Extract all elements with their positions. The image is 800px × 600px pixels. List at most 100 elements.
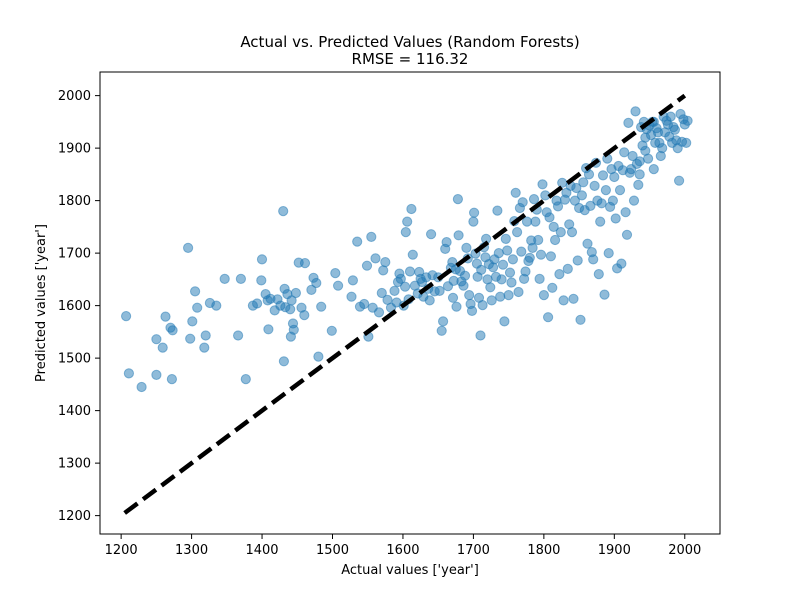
data-point	[316, 301, 327, 312]
data-point	[359, 298, 370, 310]
data-point	[516, 246, 527, 257]
chart-subtitle: RMSE = 116.32	[352, 50, 469, 68]
data-point	[545, 251, 557, 262]
data-point	[326, 325, 337, 336]
data-point	[588, 254, 599, 265]
data-point	[538, 290, 550, 301]
data-point	[500, 233, 511, 244]
data-point	[554, 269, 565, 280]
y-tick-label: 1600	[58, 299, 91, 314]
data-point	[630, 106, 641, 117]
data-point	[681, 137, 692, 148]
data-point	[233, 330, 244, 341]
data-point	[286, 295, 297, 306]
data-point	[192, 302, 203, 313]
data-point	[436, 325, 447, 336]
data-point	[426, 229, 437, 240]
data-point	[468, 216, 479, 227]
chart-title: Actual vs. Predicted Values (Random Fore…	[240, 33, 579, 51]
data-point	[512, 227, 523, 238]
x-tick-label: 1500	[316, 543, 349, 558]
data-point	[499, 316, 510, 327]
data-point	[370, 253, 381, 264]
data-point	[520, 266, 531, 277]
data-point	[151, 369, 162, 380]
data-point	[657, 143, 668, 154]
data-point	[628, 195, 640, 206]
x-tick-label: 1900	[598, 543, 631, 558]
data-point	[464, 290, 475, 301]
data-point	[263, 324, 274, 335]
data-point	[252, 298, 263, 309]
x-tick-label: 1200	[105, 543, 138, 558]
y-tick-label: 1200	[58, 509, 91, 524]
data-point	[634, 169, 645, 180]
data-point	[627, 150, 638, 162]
data-point	[566, 227, 578, 238]
data-point	[459, 270, 471, 281]
data-point	[496, 274, 507, 285]
data-point	[311, 277, 322, 289]
data-point	[256, 254, 268, 265]
points-layer	[121, 106, 693, 393]
data-point	[447, 292, 459, 303]
data-point	[530, 216, 541, 227]
data-point	[183, 242, 194, 253]
data-point	[190, 286, 201, 297]
data-point	[389, 285, 400, 296]
y-tick-label: 1900	[58, 142, 91, 157]
data-point	[609, 171, 620, 183]
y-tick-label: 1500	[58, 352, 91, 367]
data-point	[503, 290, 514, 301]
y-axis-label: Predicted values ['year']	[34, 224, 49, 382]
data-point	[548, 221, 559, 232]
data-point	[593, 269, 604, 280]
data-point	[466, 305, 478, 316]
data-point	[589, 180, 600, 191]
data-point	[187, 316, 198, 327]
x-axis-ticks: 1200 1300 1400 1500 1600 1700 1800 1900 2000	[105, 534, 701, 558]
data-point	[395, 273, 406, 284]
x-tick-label: 1400	[245, 543, 278, 558]
data-point	[603, 248, 614, 259]
data-point	[347, 275, 358, 286]
y-axis-ticks: 1200 1300 1400 1500 1600 1700 1800 1900 2000	[58, 89, 100, 524]
data-point	[313, 351, 324, 362]
data-point	[543, 312, 554, 323]
data-point	[469, 207, 480, 218]
data-point	[669, 124, 681, 135]
data-point	[333, 280, 344, 291]
data-point	[458, 280, 469, 291]
x-tick-label: 2000	[668, 543, 701, 558]
y-tick-label: 1400	[58, 404, 91, 419]
data-point	[299, 310, 310, 321]
data-point	[299, 258, 311, 269]
data-point	[533, 234, 544, 246]
data-point	[682, 115, 693, 126]
plot-frame	[99, 71, 721, 535]
data-point	[571, 182, 582, 194]
data-point	[507, 254, 519, 265]
data-point	[497, 259, 509, 270]
data-point	[235, 273, 246, 284]
data-point	[535, 249, 547, 260]
data-point	[278, 356, 289, 367]
data-point	[502, 245, 513, 256]
data-point	[504, 267, 516, 278]
data-point	[157, 342, 168, 353]
data-point	[167, 325, 178, 336]
data-point	[527, 242, 538, 253]
data-point	[151, 334, 162, 345]
ideal-line	[123, 93, 687, 515]
data-point	[352, 236, 363, 247]
data-point	[256, 275, 267, 286]
x-tick-label: 1700	[457, 543, 490, 558]
x-axis-label: Actual values ['year']	[341, 563, 479, 578]
data-point	[493, 248, 504, 259]
data-point	[346, 291, 357, 302]
data-point	[438, 316, 449, 327]
data-point	[576, 190, 588, 201]
data-point	[476, 264, 487, 275]
data-point	[583, 169, 595, 180]
data-point	[550, 234, 561, 246]
